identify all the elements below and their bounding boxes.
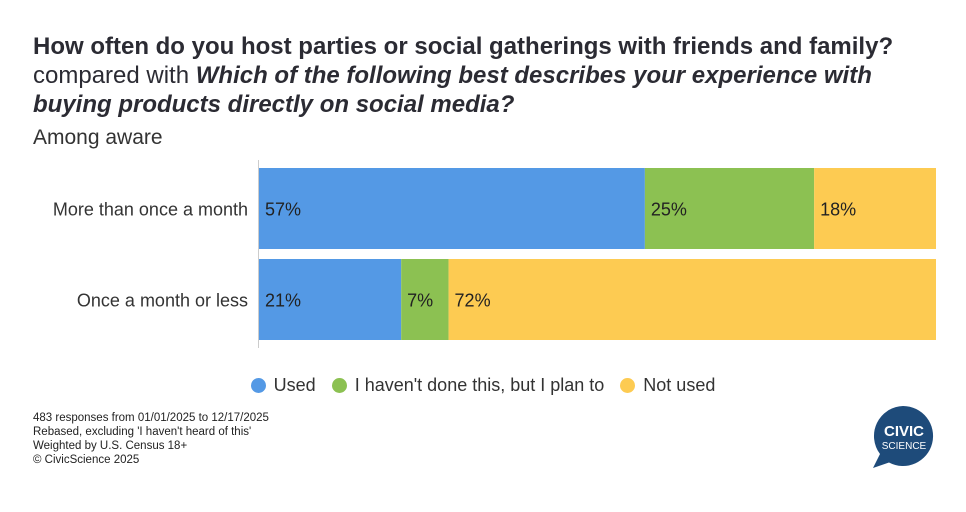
title-connector: compared with [33, 62, 196, 89]
legend-label: Used [273, 375, 316, 395]
data-label: 72% [455, 291, 491, 311]
bar-segment [259, 259, 402, 340]
svg-text:SCIENCE: SCIENCE [882, 441, 927, 452]
bar-segment [814, 168, 936, 249]
data-label: 57% [265, 200, 301, 220]
bar-segment [644, 168, 815, 249]
chart-subtitle: Among aware [33, 126, 163, 149]
legend: Used I haven't done this, but I plan to No… [0, 375, 966, 396]
category-label: Once a month or less [77, 291, 248, 311]
legend-label: Not used [643, 375, 716, 395]
legend-swatch [620, 378, 636, 393]
title-question-2: Which of the following best describes yo… [33, 62, 872, 118]
legend-swatch [250, 378, 266, 393]
data-label: 7% [407, 291, 433, 311]
data-label: 21% [265, 291, 301, 311]
data-label: 25% [651, 200, 687, 220]
stacked-bar-chart: More than once a month 57% 25% 18% Once a mo… [53, 160, 936, 348]
legend-item: Used [250, 375, 316, 395]
legend-item: Not used [620, 375, 715, 395]
footer-weighted: Weighted by U.S. Census 18+ [33, 440, 188, 452]
legend-item: I haven't done this, but I plan to [331, 375, 605, 395]
bar-segment [448, 259, 936, 340]
data-label: 18% [820, 200, 856, 220]
title-question-1: How often do you host parties or social … [33, 33, 894, 60]
legend-label: I haven't done this, but I plan to [354, 375, 605, 395]
civicscience-logo: CIVIC SCIENCE [873, 405, 934, 468]
footer-rebased: Rebased, excluding 'I haven't heard of t… [33, 426, 252, 438]
footer-copyright: © CivicScience 2025 [33, 454, 140, 466]
bar-segment [401, 259, 449, 340]
svg-text:CIVIC: CIVIC [884, 423, 924, 440]
bar-segment [259, 168, 645, 249]
footer-responses: 483 responses from 01/01/2025 to 12/17/2… [33, 412, 269, 424]
legend-swatch [331, 378, 347, 393]
chart-title: How often do you host parties or social … [33, 32, 933, 119]
footer-notes: 483 responses from 01/01/2025 to 12/17/2… [33, 411, 269, 467]
category-label: More than once a month [53, 200, 248, 220]
